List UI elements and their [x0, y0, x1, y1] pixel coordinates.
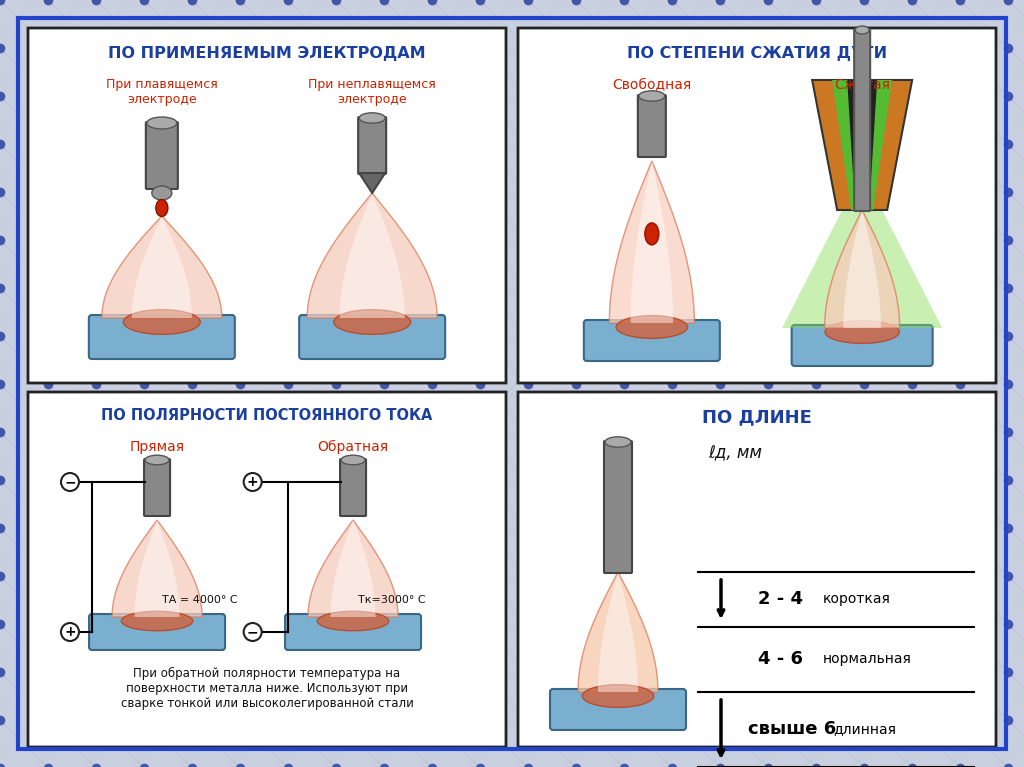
Polygon shape — [578, 572, 658, 692]
Text: +: + — [247, 475, 258, 489]
FancyBboxPatch shape — [604, 441, 632, 573]
FancyBboxPatch shape — [584, 320, 720, 361]
Polygon shape — [132, 216, 191, 318]
Text: короткая: короткая — [823, 592, 891, 607]
Ellipse shape — [605, 436, 631, 447]
Circle shape — [244, 623, 262, 641]
Circle shape — [244, 473, 262, 491]
FancyBboxPatch shape — [145, 122, 178, 189]
Text: ПО СТЕПЕНИ СЖАТИЯ ДУГИ: ПО СТЕПЕНИ СЖАТИЯ ДУГИ — [627, 46, 887, 61]
Polygon shape — [307, 193, 437, 318]
Polygon shape — [112, 520, 202, 617]
Polygon shape — [782, 210, 942, 328]
Polygon shape — [833, 80, 892, 210]
Text: ℓд, мм: ℓд, мм — [708, 444, 762, 462]
Polygon shape — [609, 161, 694, 323]
FancyBboxPatch shape — [89, 614, 225, 650]
FancyBboxPatch shape — [518, 28, 996, 383]
Ellipse shape — [825, 321, 899, 344]
Text: При плавящемся
электроде: При плавящемся электроде — [105, 78, 218, 106]
Text: −: − — [247, 625, 258, 639]
FancyBboxPatch shape — [89, 315, 234, 359]
Ellipse shape — [145, 455, 169, 465]
FancyBboxPatch shape — [792, 325, 933, 366]
Ellipse shape — [123, 310, 201, 334]
FancyBboxPatch shape — [28, 392, 506, 747]
Circle shape — [61, 623, 79, 641]
Polygon shape — [308, 520, 398, 617]
Ellipse shape — [645, 223, 658, 245]
Text: Свободная: Свободная — [612, 78, 691, 92]
Polygon shape — [331, 520, 376, 617]
FancyBboxPatch shape — [340, 459, 366, 516]
Circle shape — [61, 473, 79, 491]
Ellipse shape — [583, 685, 653, 707]
Polygon shape — [844, 210, 881, 328]
FancyBboxPatch shape — [28, 28, 506, 383]
Ellipse shape — [152, 186, 172, 200]
Polygon shape — [824, 210, 900, 328]
Polygon shape — [631, 161, 673, 323]
Ellipse shape — [616, 316, 687, 338]
Text: Прямая: Прямая — [129, 440, 184, 454]
Text: ПО ДЛИНЕ: ПО ДЛИНЕ — [702, 408, 812, 426]
Text: ПО ПОЛЯРНОСТИ ПОСТОЯННОГО ТОКА: ПО ПОЛЯРНОСТИ ПОСТОЯННОГО ТОКА — [101, 408, 433, 423]
FancyBboxPatch shape — [550, 689, 686, 730]
Text: ТА = 4000° C: ТА = 4000° C — [162, 595, 238, 605]
Ellipse shape — [317, 611, 389, 630]
Text: +: + — [65, 625, 76, 639]
FancyBboxPatch shape — [638, 95, 666, 157]
Polygon shape — [812, 80, 912, 210]
Ellipse shape — [855, 26, 869, 34]
Ellipse shape — [156, 199, 168, 216]
Text: 4 - 6: 4 - 6 — [758, 650, 803, 669]
Polygon shape — [340, 193, 404, 318]
FancyBboxPatch shape — [518, 392, 996, 747]
Ellipse shape — [146, 117, 177, 129]
FancyBboxPatch shape — [299, 315, 445, 359]
FancyBboxPatch shape — [144, 459, 170, 516]
Text: ПО ПРИМЕНЯЕМЫМ ЭЛЕКТРОДАМ: ПО ПРИМЕНЯЕМЫМ ЭЛЕКТРОДАМ — [109, 46, 426, 61]
Text: длинная: длинная — [833, 723, 896, 736]
Ellipse shape — [334, 310, 411, 334]
Ellipse shape — [341, 455, 365, 465]
Text: При неплавящемся
электроде: При неплавящемся электроде — [308, 78, 436, 106]
Text: 2 - 4: 2 - 4 — [758, 591, 803, 608]
Text: Тк=3000° C: Тк=3000° C — [358, 595, 426, 605]
Text: нормальная: нормальная — [823, 653, 912, 667]
Text: Обратная: Обратная — [317, 440, 388, 454]
Polygon shape — [359, 173, 385, 193]
Polygon shape — [101, 216, 222, 318]
Text: Сжатая: Сжатая — [835, 78, 890, 92]
FancyBboxPatch shape — [285, 614, 421, 650]
Polygon shape — [134, 520, 179, 617]
FancyBboxPatch shape — [358, 117, 386, 174]
Ellipse shape — [639, 91, 665, 101]
Ellipse shape — [359, 113, 385, 123]
Text: −: − — [65, 475, 76, 489]
Text: свыше 6: свыше 6 — [748, 720, 837, 739]
Polygon shape — [847, 80, 878, 210]
Polygon shape — [598, 572, 638, 692]
Ellipse shape — [121, 611, 193, 630]
Text: При обратной полярности температура на
поверхности металла ниже. Используют при
: При обратной полярности температура на п… — [121, 667, 414, 710]
FancyBboxPatch shape — [854, 29, 870, 211]
